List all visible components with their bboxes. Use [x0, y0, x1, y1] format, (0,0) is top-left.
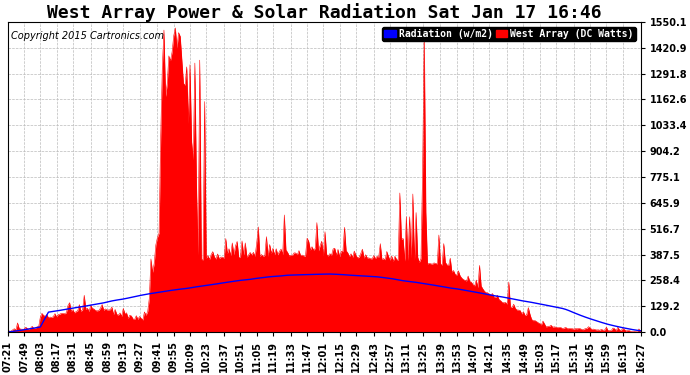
Title: West Array Power & Solar Radiation Sat Jan 17 16:46: West Array Power & Solar Radiation Sat J… [47, 3, 602, 22]
Legend: Radiation (w/m2), West Array (DC Watts): Radiation (w/m2), West Array (DC Watts) [382, 27, 635, 41]
Text: Copyright 2015 Cartronics.com: Copyright 2015 Cartronics.com [11, 31, 164, 41]
